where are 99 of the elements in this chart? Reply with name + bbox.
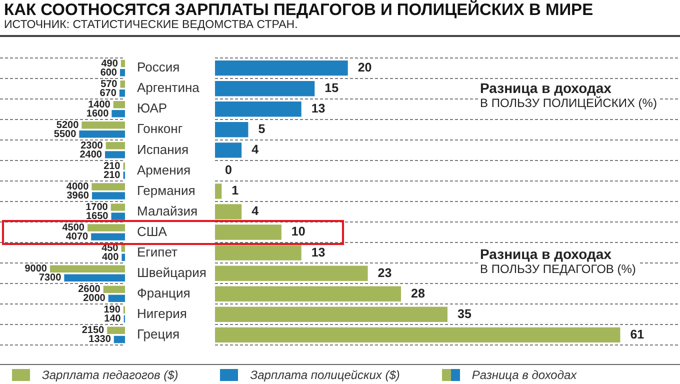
bar [215,204,242,220]
bar [106,142,125,150]
data-label: 400 [102,252,120,264]
y-tick-label: Россия [137,60,180,75]
bar [114,336,125,344]
data-label: 1400 [88,99,111,110]
data-label: 15 [324,81,339,96]
data-label: 210 [104,170,121,181]
data-label: 490 [101,58,118,70]
data-label: 0 [225,163,232,178]
data-label: 5500 [54,128,77,140]
legend-label: Зарплата педагогов ($) [42,368,178,382]
bar [122,254,125,261]
y-tick-label: Греция [137,326,180,342]
data-label: 190 [104,304,121,316]
bar [107,326,125,334]
data-label: 2000 [83,293,106,304]
data-label: 600 [100,67,118,78]
data-label: 570 [100,78,118,90]
y-tick-label: США [137,224,168,239]
bar [108,294,125,302]
y-tick-label: Франция [137,285,190,300]
y-tick-label: Швейцария [137,264,206,280]
bar [50,265,125,272]
bar [215,266,368,281]
data-label: 35 [458,306,472,321]
y-tick-label: ЮАР [137,100,168,116]
data-label: 13 [311,102,326,116]
data-label: 10 [291,224,306,239]
data-label: 4070 [66,232,89,243]
y-tick-label: Испания [137,142,189,157]
bar [121,244,125,252]
bar [215,122,248,138]
bar [82,122,125,129]
data-label: 20 [358,60,372,75]
data-label: 2300 [80,140,104,152]
data-label: 61 [630,327,644,342]
data-label: 1330 [88,334,112,346]
data-label: 23 [378,266,392,280]
bar [215,80,315,96]
bar [215,142,242,158]
data-label: 1600 [86,108,110,120]
data-label: 4 [252,204,259,218]
bar [215,245,302,260]
data-label: 140 [104,314,122,325]
data-label: 2400 [80,149,102,160]
y-tick-label: Армения [137,162,191,178]
legend-label: Разница в доходах [472,368,577,382]
y-tick-label: Германия [137,182,196,198]
bar [215,102,302,117]
annotation: Разница в доходах В ПОЛЬЗУ ПОЛИЦЕЙСКИХ (%) [478,80,659,111]
data-label: 28 [411,286,425,300]
y-tick-label: Нигерия [137,306,187,321]
bar [112,110,125,118]
bar [215,184,222,199]
bar [92,192,125,200]
data-label: 210 [104,160,121,172]
bar [119,89,125,97]
bar [215,327,620,343]
data-label: 5200 [56,120,80,131]
data-label: 7300 [38,272,62,284]
bar [120,60,125,68]
data-label: 13 [311,245,326,260]
data-label: 670 [100,88,117,99]
text: КАК СООТНОСЯТСЯ ЗАРПЛАТЫ ПЕДАГОГОВ И ПОЛИЦЕЙСКИХ В МИРЕ [4,1,594,20]
data-label: 5 [258,122,266,136]
bar [103,286,125,293]
bar [110,204,125,211]
data-label: 1700 [86,202,108,213]
bar [215,224,282,240]
y-tick-label: Малайзия [137,203,198,218]
data-label: 2600 [78,284,101,296]
bar [91,233,125,240]
bar [215,286,401,302]
bar [64,274,125,282]
bar [113,100,125,108]
annotation: Разница в доходах В ПОЛЬЗУ ПЕДАГОГОВ (%) [478,246,638,277]
y-tick-label: Египет [137,244,178,260]
bar [215,306,448,322]
data-label: 1650 [86,211,109,222]
data-label: 4000 [66,181,90,192]
data-label: 4500 [62,222,85,234]
bar [120,68,125,76]
bar [215,60,348,76]
data-label: 2150 [82,325,105,336]
data-label: 4 [252,142,259,157]
text: ИСТОЧНИК: СТАТИСТИЧЕСКИЕ ВЕДОМСТВА СТРАН. [4,19,298,31]
bar [111,212,125,220]
data-label: 3960 [66,190,90,202]
data-label: 9000 [24,264,48,275]
bar [79,130,125,138]
data-label: 1 [232,184,239,198]
bar [120,80,125,88]
y-tick-label: Аргентина [137,80,200,96]
bar [92,183,125,190]
bar [88,224,125,232]
legend-label: Зарплата полицейских ($) [250,368,400,382]
bar [105,151,125,158]
y-tick-label: Гонконг [137,121,183,136]
